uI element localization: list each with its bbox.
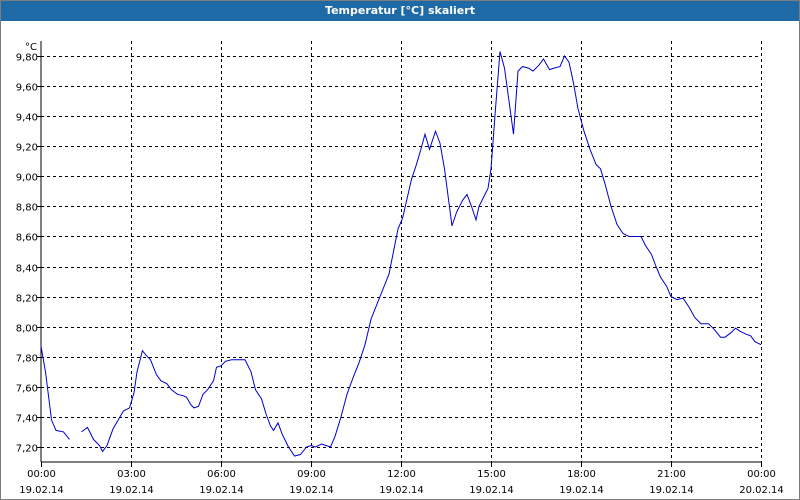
x-tick-date-label: 19.02.14 (469, 485, 514, 496)
y-tick-label: 7,80 (16, 354, 38, 365)
y-tick-label: 9,40 (16, 113, 38, 124)
x-tick-time-label: 06:00 (207, 469, 236, 480)
y-tick-label: 8,60 (16, 233, 38, 244)
window-title: Temperatur [°C] skaliert (1, 1, 799, 21)
temperature-line-segment (40, 346, 70, 440)
y-tick-label: 9,60 (16, 83, 38, 94)
x-tick-time-label: 21:00 (657, 469, 686, 480)
temperature-line-segment (81, 51, 762, 457)
y-tick-label: 7,20 (16, 444, 38, 455)
y-tick-label: 9,20 (16, 143, 38, 154)
y-axis-unit: °C (25, 42, 37, 53)
y-tick-label: 8,20 (16, 294, 38, 305)
y-tick-label: 8,80 (16, 203, 38, 214)
x-tick-time-label: 09:00 (297, 469, 326, 480)
y-tick-label: 9,00 (16, 173, 38, 184)
x-tick-date-label: 19.02.14 (559, 485, 604, 496)
x-tick-time-label: 15:00 (477, 469, 506, 480)
y-tick-label: 7,60 (16, 384, 38, 395)
x-tick-date-label: 19.02.14 (19, 485, 64, 496)
x-tick-date-label: 19.02.14 (379, 485, 424, 496)
x-tick-date-label: 19.02.14 (289, 485, 334, 496)
x-tick-time-label: 12:00 (387, 469, 416, 480)
x-tick-date-label: 19.02.14 (109, 485, 154, 496)
x-tick-time-label: 03:00 (117, 469, 146, 480)
x-tick-date-label: 20.02.14 (739, 485, 784, 496)
x-tick-time-label: 18:00 (567, 469, 596, 480)
x-tick-date-label: 19.02.14 (199, 485, 244, 496)
x-tick-time-label: 00:00 (27, 469, 56, 480)
x-tick-time-label: 00:00 (747, 469, 776, 480)
y-tick-label: 8,00 (16, 324, 38, 335)
y-tick-label: 8,40 (16, 264, 38, 275)
y-tick-label: 7,40 (16, 414, 38, 425)
y-tick-label: 9,80 (16, 53, 38, 64)
x-tick-date-label: 19.02.14 (649, 485, 694, 496)
